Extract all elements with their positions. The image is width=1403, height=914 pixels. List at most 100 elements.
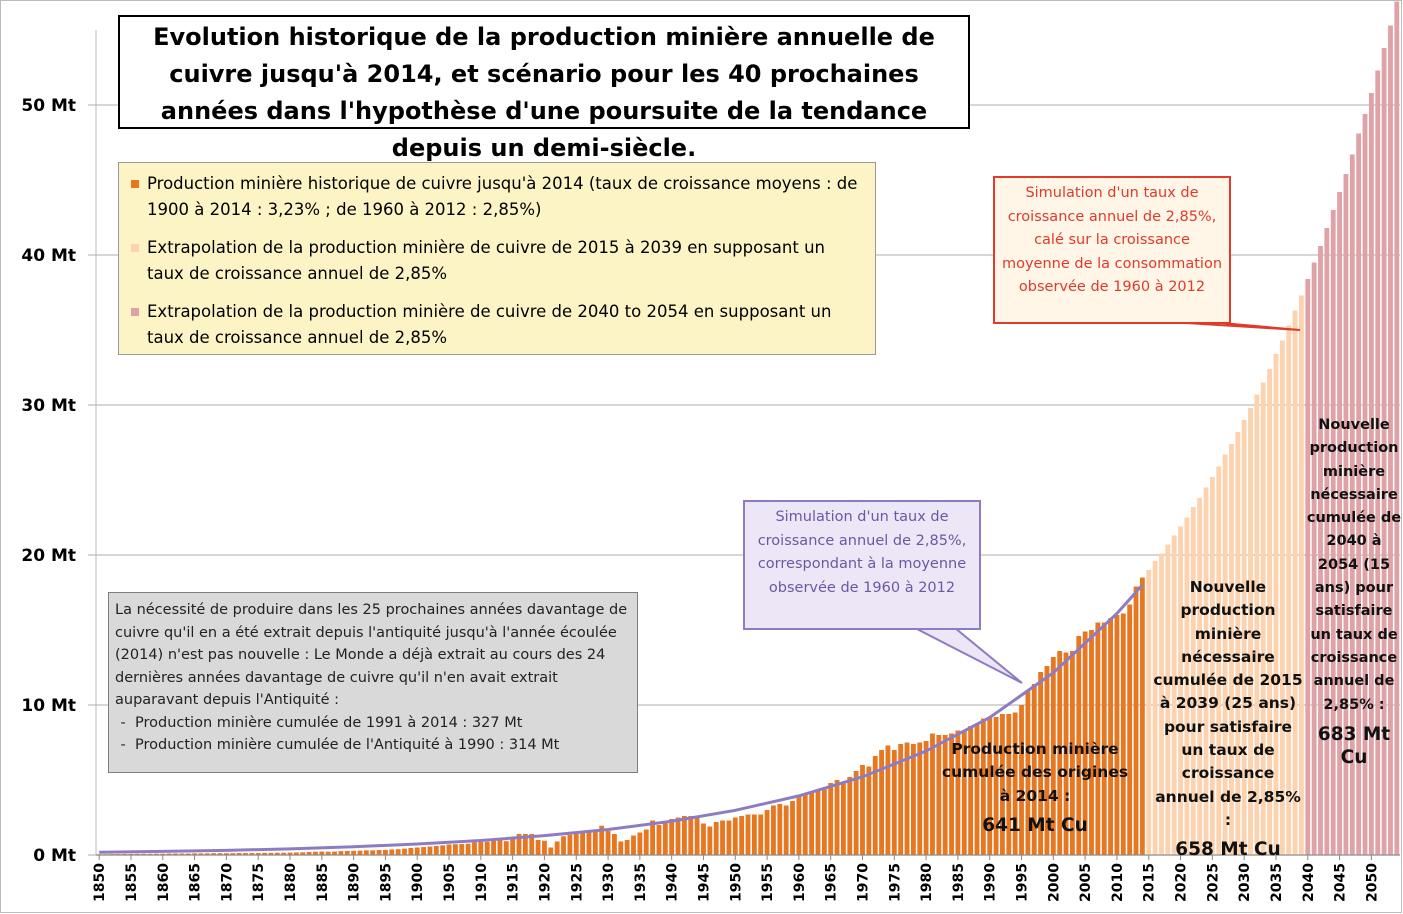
bar xyxy=(561,836,566,855)
bar xyxy=(910,744,916,855)
x-tick-label: 2015 xyxy=(1142,863,1158,902)
bar xyxy=(586,831,592,855)
note-item: Production minière cumulée de l'Antiquit… xyxy=(135,734,631,757)
bar xyxy=(370,850,376,855)
legend-swatch xyxy=(131,244,139,252)
bar xyxy=(351,850,357,855)
annotation-value: 683 Mt Cu xyxy=(1317,723,1391,769)
bar xyxy=(592,829,598,855)
bar xyxy=(745,814,751,855)
bar xyxy=(236,853,242,855)
bar xyxy=(802,793,808,855)
x-tick-label: 1855 xyxy=(124,863,140,902)
bar xyxy=(452,844,458,855)
bar xyxy=(1394,1,1400,855)
bar xyxy=(1069,651,1075,855)
x-tick-label: 1925 xyxy=(569,863,585,902)
bar xyxy=(821,787,827,855)
bar xyxy=(255,853,261,855)
y-tick-label: 40 Mt xyxy=(21,246,76,266)
bar xyxy=(1248,408,1253,855)
bar xyxy=(465,843,471,855)
bar xyxy=(408,847,414,855)
bar xyxy=(758,814,764,855)
legend-swatch xyxy=(131,308,139,316)
bar xyxy=(834,780,840,855)
bar xyxy=(217,853,223,855)
bar xyxy=(917,742,923,855)
bar xyxy=(1038,672,1044,855)
bar xyxy=(300,852,306,855)
bar xyxy=(840,781,846,855)
bar xyxy=(440,845,446,855)
bar xyxy=(497,840,503,855)
bar xyxy=(134,853,140,855)
bar xyxy=(1305,279,1311,855)
bar xyxy=(357,850,363,855)
bar xyxy=(1330,210,1336,855)
bar xyxy=(860,765,865,855)
bar xyxy=(383,849,388,855)
bar xyxy=(274,852,280,855)
bar xyxy=(567,834,573,855)
bar xyxy=(713,822,719,855)
bar xyxy=(510,838,516,855)
legend: Production minière historique de cuivre … xyxy=(118,162,876,355)
annotation: Nouvelle production minière nécessaire c… xyxy=(1306,414,1402,769)
x-tick-label: 1870 xyxy=(219,863,235,902)
x-tick-label: 2050 xyxy=(1364,863,1380,902)
bar xyxy=(726,820,732,855)
x-tick-label: 2000 xyxy=(1046,863,1062,902)
bar xyxy=(637,832,643,855)
note-item: Production minière cumulée de 1991 à 201… xyxy=(135,712,631,735)
bar xyxy=(395,849,401,855)
bar xyxy=(612,834,617,855)
bar xyxy=(739,816,745,855)
bar xyxy=(1139,577,1145,855)
bar xyxy=(675,817,681,855)
bar xyxy=(173,853,178,855)
bar xyxy=(211,853,217,855)
x-tick-label: 1955 xyxy=(760,863,776,902)
bar xyxy=(1292,310,1298,855)
annotation-value: 658 Mt Cu xyxy=(1175,839,1281,861)
annotation-text: Nouvelle production minière nécessaire c… xyxy=(1153,578,1303,829)
bar xyxy=(796,795,802,855)
annotation: Nouvelle production minière nécessaire c… xyxy=(1152,576,1304,862)
bar xyxy=(535,840,541,855)
bar xyxy=(974,724,980,855)
bar xyxy=(1031,684,1037,855)
legend-label: Extrapolation de la production minière d… xyxy=(147,302,832,347)
bar xyxy=(1356,133,1362,855)
x-tick-label: 2010 xyxy=(1110,863,1126,902)
x-tick-label: 1945 xyxy=(696,863,712,902)
bar xyxy=(1368,93,1374,855)
x-tick-label: 1860 xyxy=(156,863,172,902)
bar xyxy=(122,853,128,855)
bar xyxy=(1241,420,1247,855)
bar xyxy=(968,726,974,855)
x-tick-label: 1910 xyxy=(474,863,490,902)
bar xyxy=(516,834,522,855)
bar xyxy=(930,733,935,855)
callout: Simulation d'un taux de croissance annue… xyxy=(743,500,981,630)
bar xyxy=(1324,228,1330,855)
x-tick-label: 1880 xyxy=(283,863,299,902)
trend-line xyxy=(99,584,1144,854)
bar xyxy=(1229,444,1234,855)
bar xyxy=(287,852,293,855)
bar xyxy=(732,817,738,855)
annotation-text: Production minière cumulée des origines … xyxy=(941,740,1129,805)
x-tick-label: 1915 xyxy=(506,863,522,902)
bar xyxy=(472,842,477,855)
bar xyxy=(1178,526,1183,855)
y-tick-label: 50 Mt xyxy=(21,96,76,116)
x-tick-label: 2005 xyxy=(1078,863,1094,902)
bar xyxy=(1152,561,1158,855)
bar xyxy=(1082,631,1088,855)
bar xyxy=(1000,714,1005,855)
bar xyxy=(433,846,439,855)
bar xyxy=(624,840,630,855)
bar xyxy=(1311,262,1317,855)
x-tick-label: 1980 xyxy=(919,863,935,902)
